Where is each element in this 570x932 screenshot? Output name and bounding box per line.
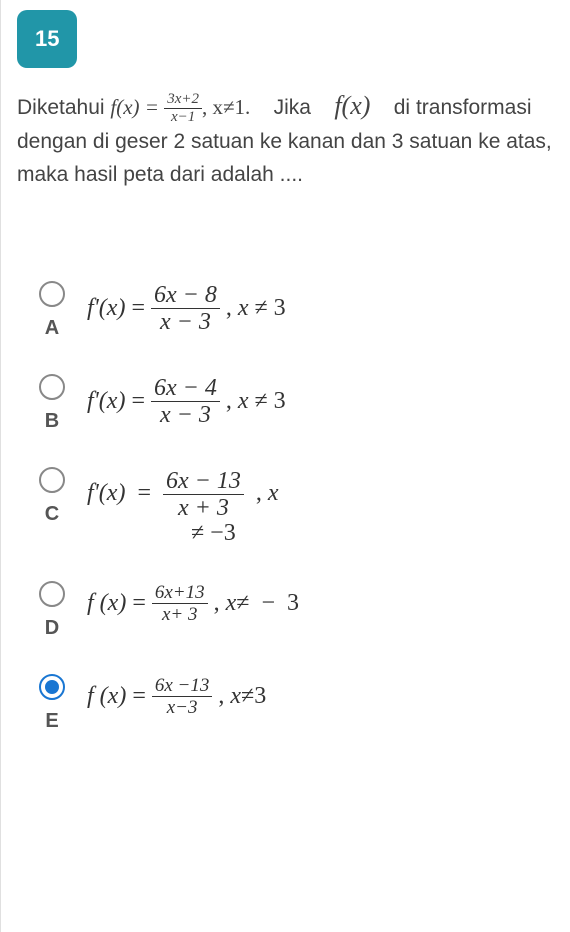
- option-a-letter: A: [45, 317, 59, 340]
- option-c-cond2: ≠ −3: [87, 520, 279, 547]
- option-a-content: f'(x) = 6x − 8 x − 3 , x ≠ 3: [87, 281, 286, 334]
- option-c-content: f'(x) = 6x − 13 x + 3 , x ≠ −3: [87, 467, 279, 547]
- option-a-den: x − 3: [151, 309, 220, 334]
- option-b-content: f'(x) = 6x − 4 x − 3 , x ≠ 3: [87, 374, 286, 427]
- radio-c[interactable]: [39, 467, 65, 493]
- option-a-lhs: f'(x): [87, 295, 125, 322]
- q-mid: Jika: [274, 96, 311, 119]
- option-a-cond: , x ≠ 3: [226, 295, 286, 322]
- option-a-num: 6x − 8: [151, 283, 220, 309]
- option-b-den: x − 3: [151, 402, 220, 427]
- q-fx: f(x): [334, 91, 370, 120]
- eq-sign: =: [132, 683, 146, 710]
- option-e-den: x−3: [152, 697, 213, 717]
- q-frac-num: 3x+2: [164, 92, 202, 109]
- radio-e[interactable]: [39, 674, 65, 700]
- radio-d[interactable]: [39, 581, 65, 607]
- option-c-left: C: [17, 467, 87, 526]
- option-b-left: B: [17, 374, 87, 433]
- q-cond1: , x≠1.: [202, 95, 250, 119]
- option-e[interactable]: E f (x) = 6x −13 x−3 , x≠3: [17, 674, 554, 733]
- option-c[interactable]: C f'(x) = 6x − 13 x + 3 , x ≠ −3: [17, 467, 554, 547]
- option-d-frac: 6x+13 x+ 3: [152, 583, 208, 624]
- option-e-frac: 6x −13 x−3: [152, 676, 213, 717]
- q-frac-den: x−1: [164, 109, 202, 125]
- option-d-cond: , x≠ − 3: [214, 590, 299, 617]
- option-b-letter: B: [45, 410, 59, 433]
- radio-b[interactable]: [39, 374, 65, 400]
- option-b-lhs: f'(x): [87, 388, 125, 415]
- option-d-den: x+ 3: [152, 604, 208, 624]
- question-number-badge: 15: [17, 10, 77, 68]
- option-c-letter: C: [45, 503, 59, 526]
- option-d-left: D: [17, 581, 87, 640]
- option-a-frac: 6x − 8 x − 3: [151, 283, 220, 334]
- option-c-cond: , x: [256, 480, 279, 506]
- eq-sign: =: [131, 295, 145, 322]
- option-d-letter: D: [45, 617, 59, 640]
- option-c-lhs: f'(x): [87, 480, 125, 506]
- option-b-frac: 6x − 4 x − 3: [151, 376, 220, 427]
- q-func-lhs: f(x) =: [110, 95, 164, 119]
- option-b[interactable]: B f'(x) = 6x − 4 x − 3 , x ≠ 3: [17, 374, 554, 433]
- option-c-num: 6x − 13: [163, 469, 244, 495]
- option-a[interactable]: A f'(x) = 6x − 8 x − 3 , x ≠ 3: [17, 281, 554, 340]
- eq-sign: =: [137, 480, 151, 506]
- option-b-cond: , x ≠ 3: [226, 388, 286, 415]
- option-d-content: f (x) = 6x+13 x+ 3 , x≠ − 3: [87, 581, 299, 624]
- q-suffix1: di: [394, 96, 410, 119]
- eq-sign: =: [131, 388, 145, 415]
- q-fraction: 3x+2x−1: [164, 92, 202, 125]
- option-a-left: A: [17, 281, 87, 340]
- option-d[interactable]: D f (x) = 6x+13 x+ 3 , x≠ − 3: [17, 581, 554, 640]
- question-text: Diketahui f(x) = 3x+2x−1, x≠1. Jika f(x)…: [17, 86, 554, 191]
- option-b-num: 6x − 4: [151, 376, 220, 402]
- option-e-lhs: f (x): [87, 683, 126, 710]
- option-e-left: E: [17, 674, 87, 733]
- option-c-frac: 6x − 13 x + 3: [163, 469, 244, 520]
- option-e-cond: , x≠3: [218, 683, 266, 710]
- option-d-num: 6x+13: [152, 583, 208, 604]
- eq-sign: =: [132, 590, 146, 617]
- options-group: A f'(x) = 6x − 8 x − 3 , x ≠ 3 B f'(x) =: [17, 281, 554, 733]
- radio-a[interactable]: [39, 281, 65, 307]
- option-d-lhs: f (x): [87, 590, 126, 617]
- q-prefix: Diketahui: [17, 96, 110, 119]
- option-c-den: x + 3: [163, 495, 244, 520]
- option-e-content: f (x) = 6x −13 x−3 , x≠3: [87, 674, 266, 717]
- option-e-num: 6x −13: [152, 676, 213, 697]
- option-e-letter: E: [45, 710, 58, 733]
